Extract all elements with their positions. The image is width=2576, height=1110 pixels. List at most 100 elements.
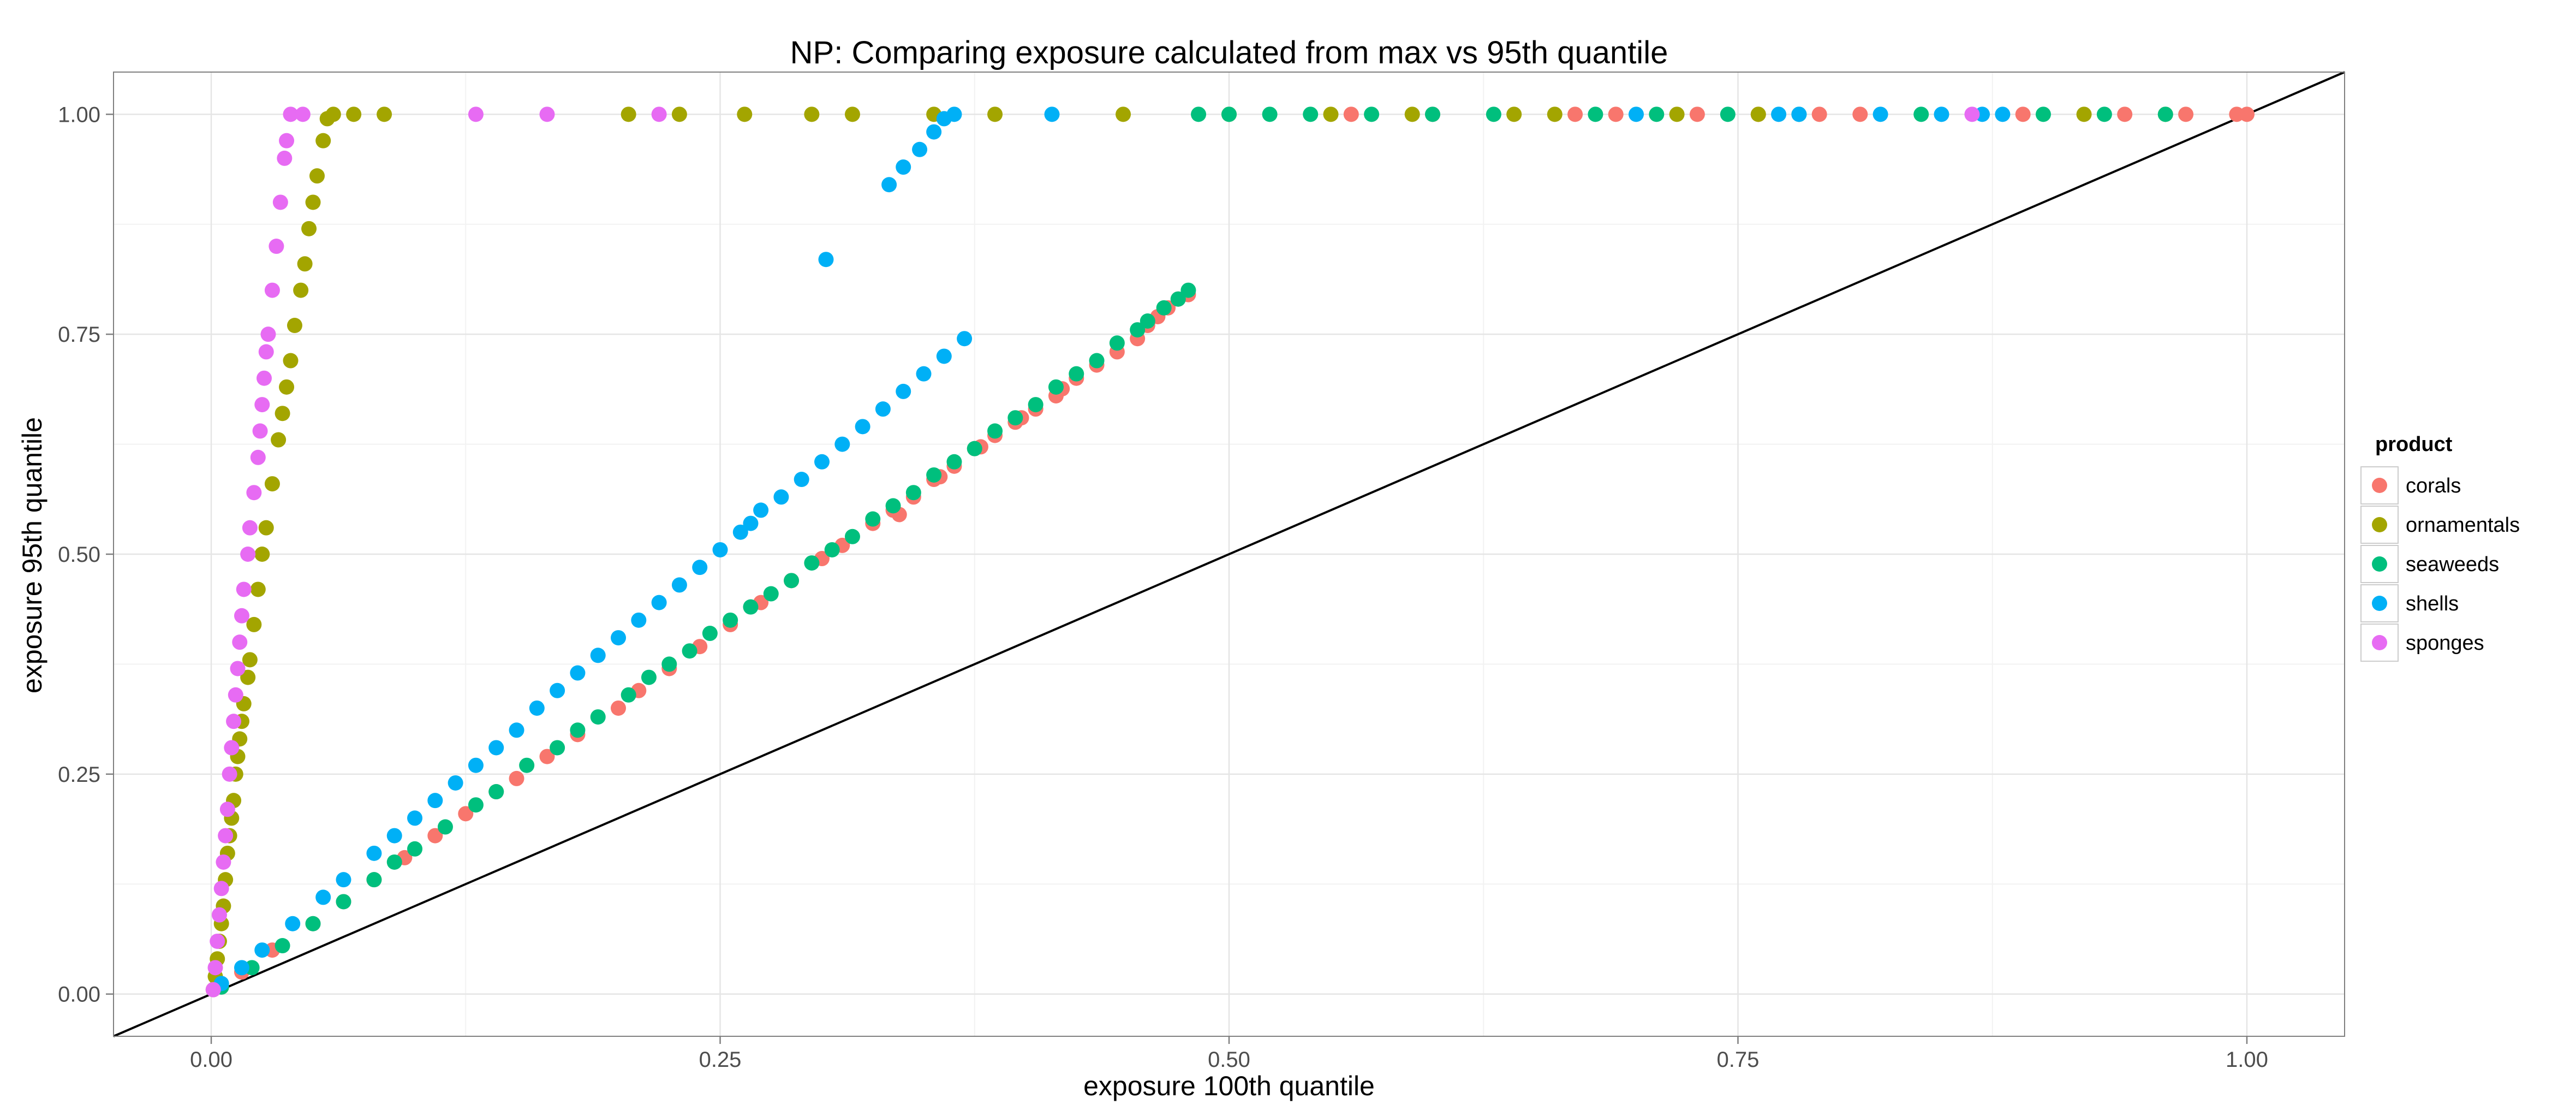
data-point — [305, 916, 321, 931]
series-sponges — [205, 106, 1980, 998]
data-point — [912, 141, 928, 157]
data-point — [539, 106, 555, 122]
legend-items: corals ornamentals seaweeds shells sponges — [2360, 466, 2520, 662]
data-point — [743, 515, 759, 531]
data-point — [224, 740, 240, 756]
data-point — [366, 845, 382, 861]
x-tick-label: 0.25 — [699, 1048, 742, 1072]
plot-panel — [113, 71, 2345, 1037]
data-point — [671, 577, 687, 593]
data-point — [275, 406, 290, 422]
data-point — [1934, 106, 1949, 122]
data-point — [448, 775, 463, 791]
data-point — [1089, 353, 1105, 369]
legend-key-seaweeds — [2372, 556, 2387, 572]
data-point — [1130, 322, 1146, 338]
legend-key-shells — [2372, 596, 2387, 611]
y-tick-label: 0.25 — [58, 763, 100, 787]
data-point — [1007, 410, 1023, 426]
data-point — [1170, 291, 1186, 307]
x-axis-title: exposure 100th quantile — [1083, 1071, 1375, 1101]
data-point — [437, 819, 453, 835]
data-point — [2035, 106, 2051, 122]
data-point — [936, 348, 952, 364]
data-point — [2096, 106, 2112, 122]
legend-label-sponges: sponges — [2406, 632, 2484, 655]
data-point — [407, 810, 423, 826]
legend-label-corals: corals — [2406, 474, 2461, 497]
data-point — [293, 282, 309, 298]
data-point — [905, 485, 921, 501]
data-point — [295, 106, 311, 122]
legend-label-seaweeds: seaweeds — [2406, 553, 2499, 576]
data-point — [283, 106, 299, 122]
data-point — [287, 318, 302, 334]
data-point — [458, 806, 474, 822]
data-point — [257, 370, 272, 386]
data-point — [468, 106, 484, 122]
data-point — [590, 709, 606, 725]
data-point — [723, 612, 738, 628]
data-point — [346, 106, 362, 122]
data-point — [488, 784, 504, 800]
data-point — [570, 665, 586, 681]
data-point — [377, 106, 392, 122]
data-point — [1588, 106, 1603, 122]
data-point — [550, 682, 565, 698]
data-point — [279, 379, 295, 395]
data-point — [297, 256, 313, 272]
data-point — [279, 133, 295, 149]
data-point — [1913, 106, 1929, 122]
legend-title: product — [2375, 433, 2453, 456]
data-point — [1720, 106, 1736, 122]
data-point — [651, 106, 667, 122]
data-point — [529, 700, 545, 716]
data-point — [570, 722, 586, 738]
data-point — [407, 841, 423, 857]
data-point — [2076, 106, 2092, 122]
data-point — [1404, 106, 1420, 122]
grid-lines — [114, 72, 2345, 1036]
data-point — [1303, 106, 1319, 122]
data-point — [228, 687, 243, 703]
x-tick-label: 0.75 — [1717, 1048, 1760, 1072]
data-point — [468, 797, 484, 813]
data-point — [590, 648, 606, 663]
data-point — [252, 423, 268, 439]
data-point — [242, 520, 258, 536]
data-point — [2239, 106, 2255, 122]
data-point — [844, 106, 860, 122]
data-point — [232, 634, 248, 650]
data-point — [211, 907, 227, 923]
data-point — [509, 770, 524, 786]
data-point — [250, 449, 266, 465]
data-point — [641, 669, 657, 685]
data-point — [804, 106, 820, 122]
data-point — [732, 524, 748, 540]
data-point — [957, 331, 973, 347]
data-point — [1628, 106, 1644, 122]
data-point — [240, 669, 256, 685]
data-point — [621, 687, 636, 703]
data-point — [881, 177, 897, 193]
data-point — [1343, 106, 1359, 122]
data-point — [631, 612, 647, 628]
data-point — [875, 401, 891, 417]
data-points — [205, 106, 2255, 998]
y-tick-label: 0.75 — [58, 323, 100, 347]
data-point — [254, 547, 270, 562]
reference-line-layer — [113, 71, 2345, 1037]
data-point — [814, 454, 830, 470]
data-point — [264, 476, 280, 492]
data-point — [1221, 106, 1237, 122]
data-point — [230, 661, 246, 676]
data-point — [661, 656, 677, 672]
data-point — [234, 608, 249, 624]
data-point — [1486, 106, 1501, 122]
data-point — [1995, 106, 2011, 122]
data-point — [427, 793, 443, 809]
y-axis-title: exposure 95th quantile — [17, 417, 47, 693]
data-point — [1191, 106, 1207, 122]
data-point — [1964, 106, 1980, 122]
